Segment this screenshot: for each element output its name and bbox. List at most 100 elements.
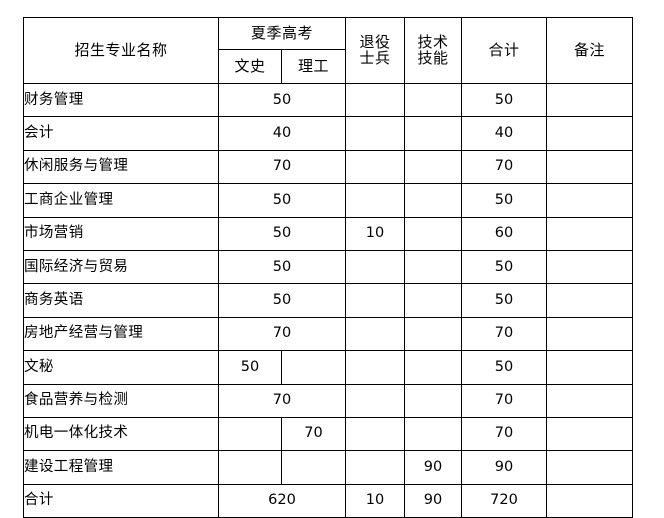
cell-technical-skill bbox=[404, 249, 463, 285]
cell-technical-skill bbox=[404, 149, 463, 185]
cell-remark bbox=[546, 116, 634, 151]
cell-row-total: 70 bbox=[461, 149, 548, 185]
cell-technical-skill: 90 bbox=[404, 483, 463, 518]
table-row: 文秘 50 50 bbox=[23, 350, 634, 385]
column-header-technical-skill: 技术 技能 bbox=[404, 17, 463, 84]
table-row: 建设工程管理 90 90 bbox=[23, 450, 634, 485]
cell-row-total: 50 bbox=[461, 350, 548, 385]
cell-retired-soldier bbox=[345, 149, 406, 185]
cell-major-name: 文秘 bbox=[23, 350, 219, 385]
retired-soldier-line-1: 退役 bbox=[359, 32, 391, 51]
technical-skill-line-1: 技术 bbox=[417, 32, 449, 51]
cell-remark bbox=[546, 416, 634, 452]
cell-remark bbox=[546, 216, 634, 251]
cell-summer-exam-total: 70 bbox=[217, 149, 347, 185]
cell-remark bbox=[546, 283, 634, 318]
cell-technical-skill bbox=[404, 216, 463, 251]
cell-row-total: 90 bbox=[461, 450, 548, 485]
cell-technical-skill bbox=[404, 82, 463, 118]
cell-summer-exam-total: 40 bbox=[217, 116, 347, 151]
cell-major-name: 会计 bbox=[23, 116, 219, 151]
cell-retired-soldier bbox=[345, 116, 406, 151]
cell-retired-soldier bbox=[345, 82, 406, 118]
cell-liberal-arts bbox=[218, 450, 282, 485]
cell-summer-exam-total: 50 bbox=[217, 283, 347, 318]
cell-liberal-arts: 50 bbox=[218, 350, 282, 385]
cell-remark bbox=[546, 450, 634, 485]
cell-major-name: 财务管理 bbox=[23, 82, 219, 118]
table-row: 工商企业管理 50 50 bbox=[23, 183, 634, 218]
cell-technical-skill bbox=[404, 283, 463, 318]
cell-row-total: 50 bbox=[461, 82, 548, 118]
table-row: 会计 40 40 bbox=[23, 116, 634, 151]
cell-major-name: 国际经济与贸易 bbox=[23, 249, 219, 285]
column-header-major: 招生专业名称 bbox=[23, 17, 219, 84]
cell-summer-exam-total: 50 bbox=[217, 249, 347, 285]
cell-major-name: 商务英语 bbox=[23, 283, 219, 318]
table-row: 食品营养与检测 70 70 bbox=[23, 383, 634, 418]
cell-remark bbox=[546, 183, 634, 218]
cell-retired-soldier bbox=[345, 350, 406, 385]
cell-remark bbox=[546, 249, 634, 285]
cell-row-total: 50 bbox=[461, 249, 548, 285]
cell-row-total: 720 bbox=[461, 483, 548, 518]
retired-soldier-line-2: 士兵 bbox=[359, 48, 391, 67]
cell-technical-skill bbox=[404, 183, 463, 218]
cell-retired-soldier bbox=[345, 416, 406, 452]
cell-retired-soldier bbox=[345, 283, 406, 318]
cell-summer-exam-total: 70 bbox=[217, 383, 347, 418]
cell-major-name: 休闲服务与管理 bbox=[23, 149, 219, 185]
cell-science bbox=[280, 350, 347, 385]
cell-technical-skill bbox=[404, 416, 463, 452]
cell-remark bbox=[546, 483, 634, 518]
cell-row-total: 70 bbox=[461, 316, 548, 352]
technical-skill-line-2: 技能 bbox=[417, 48, 449, 67]
table-row: 机电一体化技术 70 70 bbox=[23, 416, 634, 452]
cell-major-name: 工商企业管理 bbox=[23, 183, 219, 218]
header-row-secondary: 文史 理工 bbox=[24, 49, 633, 84]
cell-retired-soldier bbox=[345, 450, 406, 485]
cell-remark bbox=[546, 350, 634, 385]
cell-remark bbox=[546, 82, 634, 118]
table-row: 国际经济与贸易 50 50 bbox=[23, 249, 634, 285]
cell-row-total: 40 bbox=[461, 116, 548, 151]
cell-summer-exam-total: 70 bbox=[217, 316, 347, 352]
cell-row-total: 70 bbox=[461, 416, 548, 452]
cell-retired-soldier bbox=[345, 383, 406, 418]
column-header-total: 合计 bbox=[461, 17, 548, 84]
column-header-science: 理工 bbox=[280, 49, 347, 84]
cell-major-name: 建设工程管理 bbox=[23, 450, 219, 485]
table-header: 招生专业名称 夏季高考 退役 士兵 技术 技能 合计 备注 文史 理工 bbox=[23, 17, 634, 84]
column-header-summer-exam: 夏季高考 bbox=[217, 17, 347, 50]
cell-science: 70 bbox=[280, 416, 347, 452]
column-header-remark: 备注 bbox=[546, 17, 634, 84]
cell-row-total: 50 bbox=[461, 283, 548, 318]
table-row: 市场营销 50 10 60 bbox=[23, 216, 634, 251]
cell-summer-exam-total: 50 bbox=[217, 183, 347, 218]
cell-major-name: 机电一体化技术 bbox=[23, 416, 219, 452]
cell-technical-skill bbox=[404, 383, 463, 418]
cell-liberal-arts bbox=[218, 416, 282, 452]
table-row: 财务管理 50 50 bbox=[23, 82, 634, 118]
cell-retired-soldier bbox=[345, 183, 406, 218]
cell-summer-exam-total: 50 bbox=[217, 216, 347, 251]
cell-remark bbox=[546, 149, 634, 185]
cell-row-total: 70 bbox=[461, 383, 548, 418]
cell-technical-skill bbox=[404, 316, 463, 352]
cell-science bbox=[280, 450, 347, 485]
table-row: 房地产经营与管理 70 70 bbox=[23, 316, 634, 352]
table-row: 商务英语 50 50 bbox=[23, 283, 634, 318]
cell-row-total: 50 bbox=[461, 183, 548, 218]
table-row: 合计 620 10 90 720 bbox=[23, 483, 634, 518]
cell-retired-soldier bbox=[345, 249, 406, 285]
cell-technical-skill: 90 bbox=[404, 450, 463, 485]
table-row: 休闲服务与管理 70 70 bbox=[23, 149, 634, 185]
column-header-liberal-arts: 文史 bbox=[218, 49, 282, 84]
cell-row-total: 60 bbox=[461, 216, 548, 251]
header-row-primary: 招生专业名称 夏季高考 退役 士兵 技术 技能 合计 备注 bbox=[23, 17, 634, 84]
column-header-retired-soldier: 退役 士兵 bbox=[345, 17, 406, 84]
cell-major-name: 合计 bbox=[23, 483, 219, 518]
cell-remark bbox=[546, 316, 634, 352]
cell-technical-skill bbox=[404, 350, 463, 385]
